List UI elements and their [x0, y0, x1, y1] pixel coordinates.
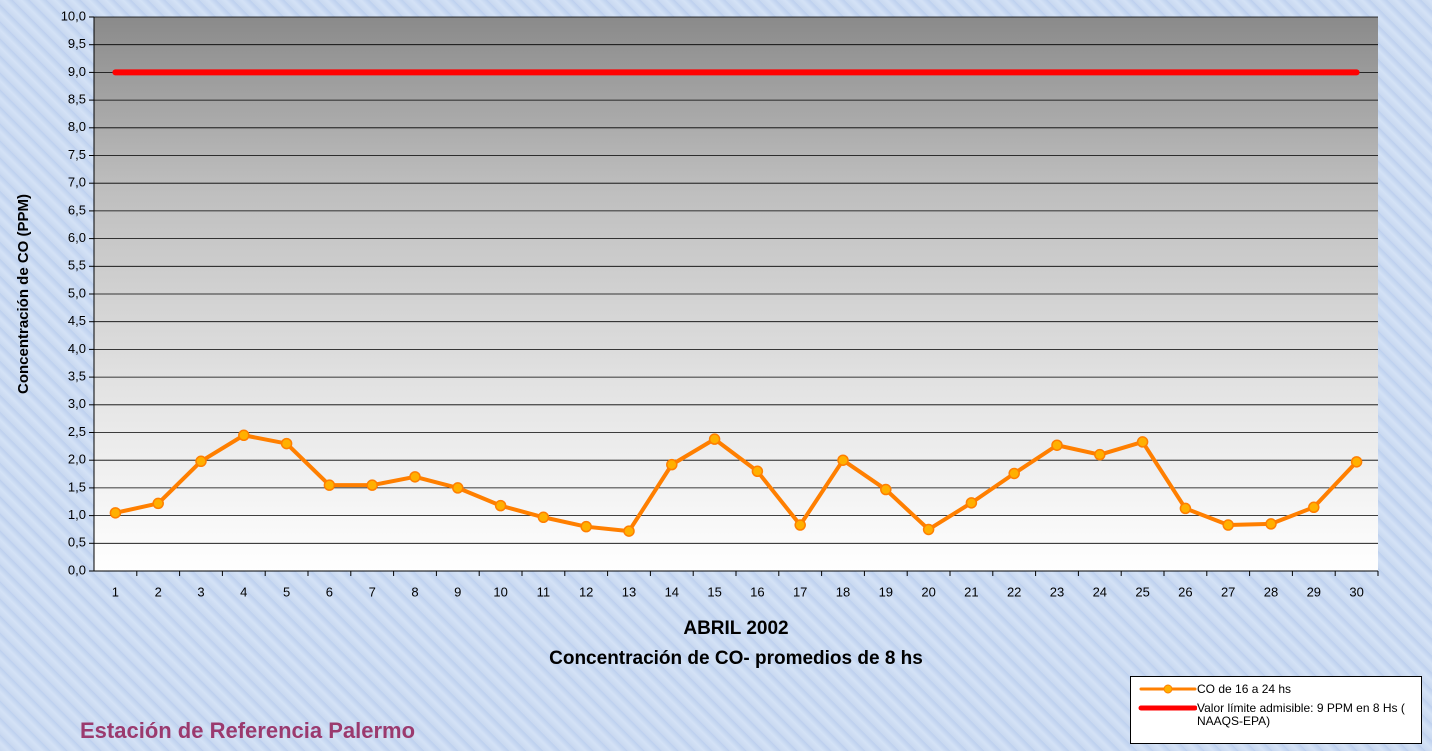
- x-tick-label: 20: [921, 584, 935, 599]
- x-tick-label: 2: [155, 584, 162, 599]
- y-tick-label: 6,5: [68, 202, 86, 217]
- x-tick-label: 26: [1178, 584, 1192, 599]
- y-tick-label: 4,0: [68, 341, 86, 356]
- y-tick-label: 6,0: [68, 230, 86, 245]
- point: [1138, 437, 1148, 447]
- point: [239, 430, 249, 440]
- chart-title: Concentración de CO- promedios de 8 hs: [549, 648, 923, 669]
- point: [881, 485, 891, 495]
- y-tick-label: 5,0: [68, 285, 86, 300]
- point: [196, 456, 206, 466]
- y-tick-label: 9,5: [68, 36, 86, 51]
- point: [1180, 503, 1190, 513]
- y-axis-label: Concentración de CO (PPM): [15, 194, 32, 394]
- point: [282, 439, 292, 449]
- legend-label: CO de 16 a 24 hs: [1197, 683, 1291, 696]
- x-tick-label: 10: [493, 584, 507, 599]
- y-tick-label: 2,5: [68, 424, 86, 439]
- x-tick-label: 7: [369, 584, 376, 599]
- y-tick-label: 0,0: [68, 562, 86, 577]
- y-tick-label: 2,0: [68, 452, 86, 467]
- point: [538, 512, 548, 522]
- x-tick-label: 14: [665, 584, 679, 599]
- x-tick-label: 30: [1349, 584, 1363, 599]
- x-axis-label: ABRIL 2002: [683, 618, 788, 639]
- point: [1352, 457, 1362, 467]
- x-tick-label: 3: [197, 584, 204, 599]
- x-tick-label: 29: [1307, 584, 1321, 599]
- y-tick-label: 3,5: [68, 369, 86, 384]
- legend-entry: CO de 16 a 24 hs: [1137, 683, 1415, 696]
- x-tick-label: 25: [1135, 584, 1149, 599]
- x-tick-label: 5: [283, 584, 290, 599]
- chart: Concentración de CO (PPM) ABRIL 2002 Con…: [0, 0, 1432, 751]
- x-tick-label: 18: [836, 584, 850, 599]
- x-tick-label: 9: [454, 584, 461, 599]
- y-tick-label: 5,5: [68, 258, 86, 273]
- point: [367, 480, 377, 490]
- y-tick-label: 8,5: [68, 92, 86, 107]
- x-tick-label: 12: [579, 584, 593, 599]
- x-tick-label: 11: [537, 584, 551, 599]
- x-tick-label: 21: [964, 584, 978, 599]
- y-tick-label: 7,0: [68, 175, 86, 190]
- x-tick-label: 24: [1093, 584, 1107, 599]
- x-tick-label: 16: [750, 584, 764, 599]
- point: [624, 526, 634, 536]
- legend-label: Valor límite admisible: 9 PPM en 8 Hs ( …: [1197, 702, 1415, 728]
- x-tick-label: 8: [411, 584, 418, 599]
- legend-swatch: [1137, 683, 1197, 695]
- point: [453, 483, 463, 493]
- point: [1266, 519, 1276, 529]
- point: [496, 501, 506, 511]
- x-tick-label: 23: [1050, 584, 1064, 599]
- x-tick-label: 17: [793, 584, 807, 599]
- page: Concentración de CO (PPM) ABRIL 2002 Con…: [0, 0, 1432, 751]
- x-tick-label: 28: [1264, 584, 1278, 599]
- point: [1223, 520, 1233, 530]
- annotation: Estación de Referencia Palermo: [80, 718, 415, 743]
- x-tick-label: 6: [326, 584, 333, 599]
- x-tick-label: 1: [112, 584, 119, 599]
- legend-entry: Valor límite admisible: 9 PPM en 8 Hs ( …: [1137, 702, 1415, 728]
- y-tick-label: 10,0: [61, 8, 86, 23]
- legend: CO de 16 a 24 hs Valor límite admisible: …: [1130, 676, 1422, 744]
- x-tick-label: 19: [879, 584, 893, 599]
- point: [924, 524, 934, 534]
- y-tick-label: 7,5: [68, 147, 86, 162]
- point: [710, 434, 720, 444]
- y-tick-label: 8,0: [68, 119, 86, 134]
- point: [838, 455, 848, 465]
- legend-swatch: [1137, 702, 1197, 714]
- point: [1052, 440, 1062, 450]
- y-tick-label: 9,0: [68, 64, 86, 79]
- point: [581, 522, 591, 532]
- point: [1009, 468, 1019, 478]
- x-tick-label: 13: [622, 584, 636, 599]
- point: [966, 498, 976, 508]
- point: [110, 508, 120, 518]
- point: [667, 460, 677, 470]
- y-tick-label: 0,5: [68, 535, 86, 550]
- point: [1095, 450, 1105, 460]
- x-tick-label: 4: [240, 584, 247, 599]
- y-tick-label: 4,5: [68, 313, 86, 328]
- y-tick-label: 3,0: [68, 396, 86, 411]
- legend-marker: [1164, 685, 1172, 693]
- point: [1309, 502, 1319, 512]
- y-tick-label: 1,0: [68, 507, 86, 522]
- point: [752, 466, 762, 476]
- point: [410, 472, 420, 482]
- y-tick-label: 1,5: [68, 479, 86, 494]
- x-tick-label: 15: [707, 584, 721, 599]
- point: [324, 480, 334, 490]
- point: [153, 498, 163, 508]
- point: [795, 520, 805, 530]
- x-tick-label: 22: [1007, 584, 1021, 599]
- x-tick-label: 27: [1221, 584, 1235, 599]
